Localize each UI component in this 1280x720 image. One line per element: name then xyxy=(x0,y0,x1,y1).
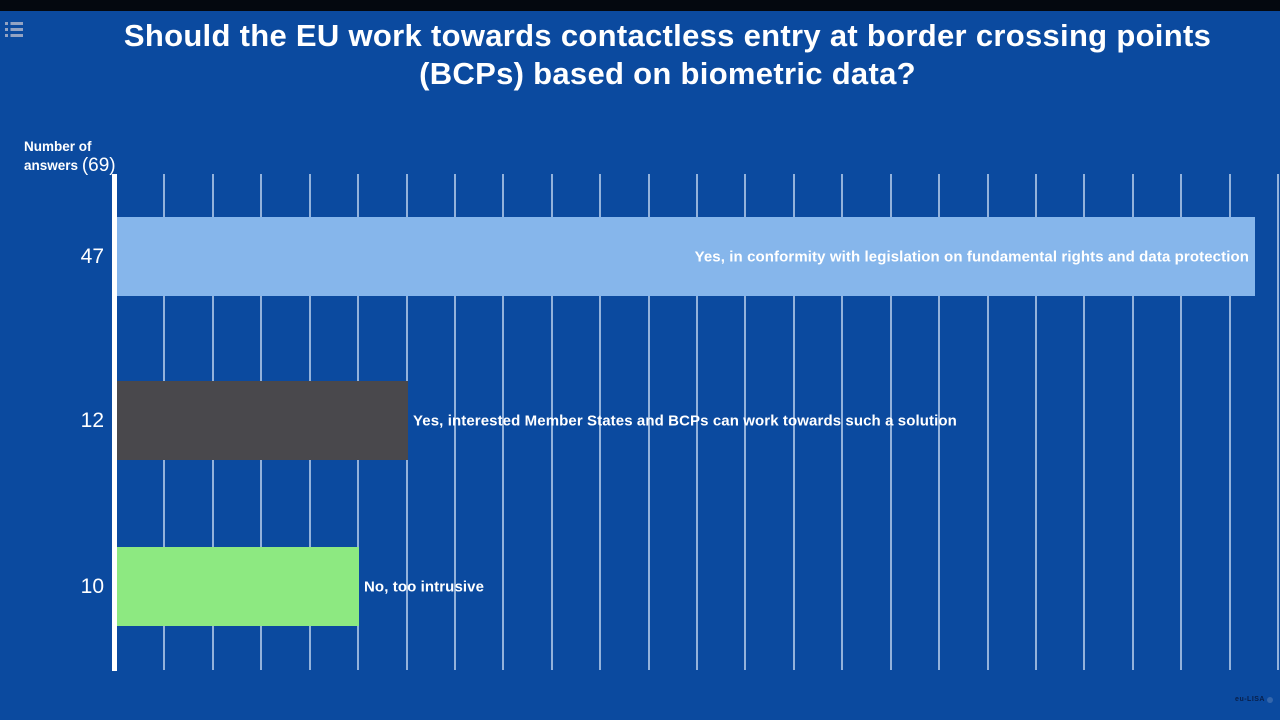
gridline xyxy=(1131,174,1134,670)
y-axis-label-line2: answers xyxy=(24,158,79,173)
bar: Yes, in conformity with legislation on f… xyxy=(117,217,1255,296)
gridline xyxy=(744,174,747,670)
gridline xyxy=(599,174,602,670)
gridline xyxy=(647,174,650,670)
menu-icon-row xyxy=(5,22,23,25)
chart-title-line1: Should the EU work towards contactless e… xyxy=(123,18,1212,53)
gridline xyxy=(1228,174,1231,670)
bar: No, too intrusive xyxy=(117,547,484,626)
eu-lisa-watermark-text: eu-LISA xyxy=(1235,696,1265,703)
gridline xyxy=(938,174,941,670)
y-axis-label-line1: Number of xyxy=(24,139,92,154)
chart-title: Should the EU work towards contactless e… xyxy=(80,17,1255,93)
bar-value-label: 12 xyxy=(80,408,104,432)
y-axis-label: Number of answers (69) xyxy=(24,137,116,175)
gridline xyxy=(792,174,795,670)
bar-value-label: 10 xyxy=(80,574,104,598)
gridline xyxy=(696,174,698,670)
bar-category-label: Yes, in conformity with legislation on f… xyxy=(694,248,1249,265)
menu-icon-row xyxy=(5,28,23,31)
y-axis-total-answers: (69) xyxy=(81,155,116,176)
bar-value-label: 47 xyxy=(80,244,104,268)
bar-category-label: Yes, interested Member States and BCPs c… xyxy=(413,412,957,429)
y-axis-line xyxy=(112,174,117,671)
gridline xyxy=(889,174,892,670)
gridline xyxy=(841,174,844,670)
gridline xyxy=(502,174,505,670)
gridline xyxy=(453,174,456,670)
bar: Yes, interested Member States and BCPs c… xyxy=(117,381,957,460)
gridline xyxy=(1083,174,1086,670)
eu-lisa-watermark: eu-LISA xyxy=(1235,696,1273,703)
gridline xyxy=(1034,174,1037,670)
gridline xyxy=(1277,174,1279,670)
gridline xyxy=(550,174,553,670)
gridline xyxy=(986,174,989,670)
letterbox-top xyxy=(0,0,1280,11)
chart-title-line2: (BCPs) based on biometric data? xyxy=(419,56,916,91)
menu-icon[interactable] xyxy=(5,22,23,37)
bar-category-label: No, too intrusive xyxy=(364,578,485,595)
eu-lisa-logo-icon xyxy=(1267,696,1273,703)
menu-icon-row xyxy=(5,34,23,37)
gridline xyxy=(1180,174,1183,670)
